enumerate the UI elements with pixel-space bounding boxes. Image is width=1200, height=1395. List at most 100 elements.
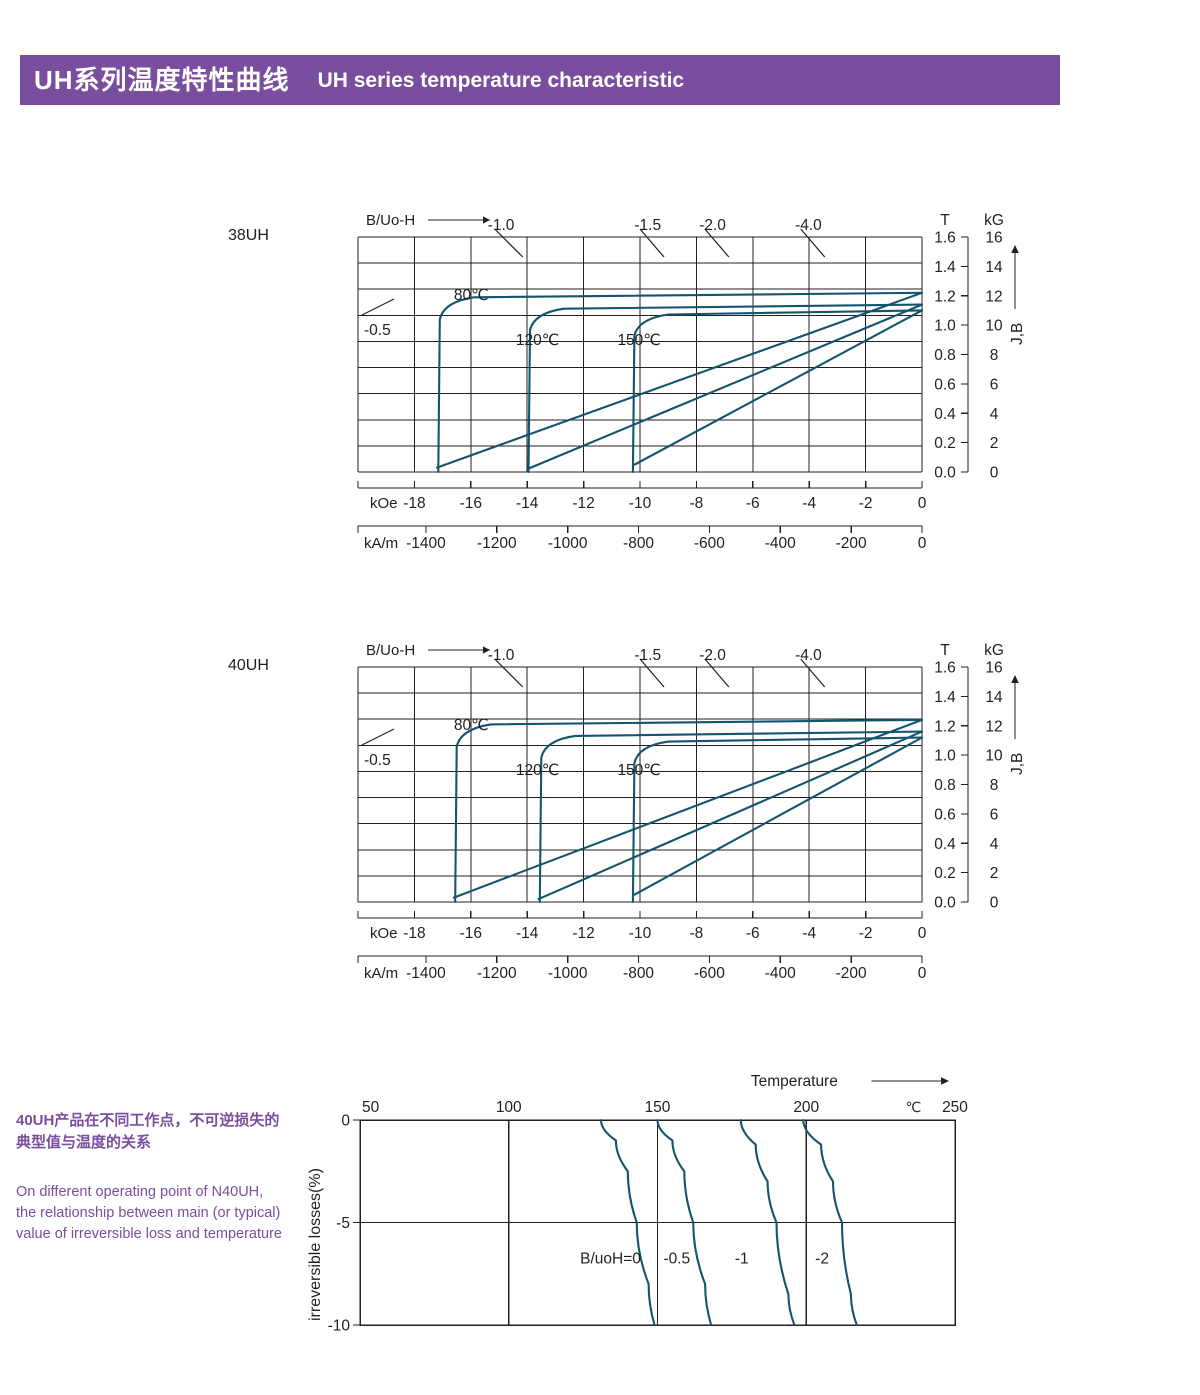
irreversible-loss-block: 40UH产品在不同工作点，不可逆损失的典型值与温度的关系 On differen… xyxy=(0,1060,1200,1390)
y-axis-unit-kG: kG xyxy=(984,642,1004,659)
y-tick-kG: 10 xyxy=(985,318,1003,335)
y-tick-kG: 14 xyxy=(985,689,1003,706)
x-tick-kOe: -12 xyxy=(572,925,594,942)
x-tick-kOe: -2 xyxy=(859,925,873,942)
permeance-leader xyxy=(704,658,730,688)
x-tick-kOe: -18 xyxy=(403,495,425,512)
y-tick-T: 0.2 xyxy=(934,435,956,452)
x-tick-kAm: -600 xyxy=(694,535,725,552)
curve-b-120B xyxy=(526,303,924,471)
x-tick-kAm: 0 xyxy=(918,535,927,552)
curve-group xyxy=(435,291,924,474)
curve-b-80B xyxy=(435,291,924,469)
y-axis-unit-kG: kG xyxy=(984,212,1004,229)
curve-j-120J xyxy=(527,303,924,474)
y-tick-kG: 0 xyxy=(990,465,999,482)
y-axis-title: irreversible losses(%) xyxy=(307,1168,324,1321)
x-tick-kOe: -6 xyxy=(746,925,760,942)
y-tick-kG: 2 xyxy=(990,865,999,882)
x-tick-kAm: -1400 xyxy=(406,965,446,982)
x-axis-arrowhead xyxy=(941,1077,950,1085)
permeance-leader-05 xyxy=(361,728,395,746)
permeance-leader-05 xyxy=(361,298,395,316)
page-header-bar: UH系列温度特性曲线 UH series temperature charact… xyxy=(20,55,1060,105)
y-tick-kG: 8 xyxy=(990,347,999,364)
curve-j-80J xyxy=(454,718,924,904)
y-tick-T: 0.4 xyxy=(934,836,956,853)
x-tick-kOe: -6 xyxy=(746,495,760,512)
temperature-label-120: 120℃ xyxy=(516,332,559,349)
permeance-leader xyxy=(800,658,826,688)
curve-j-80J xyxy=(437,291,924,474)
y-tick-label: -10 xyxy=(328,1318,351,1335)
x-tick-kOe: -16 xyxy=(460,925,482,942)
permeance-label: -1.0 xyxy=(488,647,515,664)
x-tick-label: 250 xyxy=(942,1099,968,1116)
curve-j-150J xyxy=(631,309,924,474)
curve-b-80B xyxy=(452,718,924,899)
permeance-label: -2.0 xyxy=(699,647,726,664)
x-tick-kOe: 0 xyxy=(918,925,927,942)
x-tick-kOe: -8 xyxy=(690,925,704,942)
x-tick-kOe: -10 xyxy=(629,495,652,512)
y-axis-arrow-label: J,B xyxy=(1009,323,1026,345)
y-tick-T: 0.6 xyxy=(934,806,956,823)
x-tick-label: 50 xyxy=(362,1099,380,1116)
y-tick-T: 0.8 xyxy=(934,347,956,364)
permeance-leader xyxy=(704,228,730,258)
permeance-label: -0.5 xyxy=(364,322,391,339)
x-tick-kAm: -800 xyxy=(623,965,654,982)
y-axis-arrow-label: J,B xyxy=(1009,753,1026,775)
curve-group xyxy=(599,1118,858,1327)
y-tick-kG: 4 xyxy=(990,836,999,853)
y-tick-T: 0.4 xyxy=(934,406,956,423)
y-tick-kG: 6 xyxy=(990,806,999,823)
corner-label-b-uo-h: B/Uo-H xyxy=(366,212,415,229)
y-tick-kG: 2 xyxy=(990,435,999,452)
permeance-label: -2.0 xyxy=(699,217,726,234)
y-tick-kG: 16 xyxy=(985,230,1002,247)
y-tick-T: 0.2 xyxy=(934,865,956,882)
permeance-leader xyxy=(494,658,524,688)
x-tick-kAm: -1200 xyxy=(477,965,517,982)
page-title-en: UH series temperature characteristic xyxy=(317,68,685,92)
permeance-leader xyxy=(639,658,665,688)
y-tick-kG: 12 xyxy=(985,288,1002,305)
temperature-label-120: 120℃ xyxy=(516,762,559,779)
y-tick-T: 0.8 xyxy=(934,777,956,794)
x-tick-kOe: -4 xyxy=(802,925,816,942)
loss-curve-0 xyxy=(599,1118,656,1327)
x-tick-kAm: -1000 xyxy=(548,965,588,982)
x-axis-unit-kAm: kA/m xyxy=(364,965,398,982)
series-label-0: B/uoH=0 xyxy=(580,1251,641,1268)
corner-label-b-uo-h: B/Uo-H xyxy=(366,642,415,659)
x-tick-kOe: -10 xyxy=(629,925,652,942)
x-tick-kAm: -400 xyxy=(765,535,796,552)
x-tick-kAm: 0 xyxy=(918,965,927,982)
permeance-label: -1.5 xyxy=(634,647,661,664)
plot-grid xyxy=(357,236,923,473)
x-tick-label: 200 xyxy=(793,1099,819,1116)
corner-label-arrowhead xyxy=(483,646,490,654)
corner-label-arrowhead xyxy=(483,216,490,224)
y-tick-kG: 14 xyxy=(985,259,1003,276)
loss-curve-2 xyxy=(739,1118,796,1327)
x-tick-kOe: -16 xyxy=(460,495,482,512)
curve-b-150B xyxy=(633,736,924,896)
x-axis-unit-kOe: kOe xyxy=(370,925,398,942)
chart-grade-label-38uh: 38UH xyxy=(228,227,269,244)
series-label-2: -1 xyxy=(735,1251,749,1268)
x-tick-kAm: -800 xyxy=(623,535,654,552)
chart-block-38uh: 38UH B/Uo-H -1.0 -1.5 -2.0 -4.0 -0.5 80℃ 120℃ 15… xyxy=(0,195,1060,555)
x-tick-kOe: 0 xyxy=(918,495,927,512)
permeance-leader xyxy=(494,228,524,258)
x-tick-kOe: -14 xyxy=(516,925,539,942)
temperature-label-80: 80℃ xyxy=(454,717,489,734)
y-tick-kG: 8 xyxy=(990,777,999,794)
jb-axis-arrowhead xyxy=(1011,675,1019,683)
x-tick-label: 100 xyxy=(496,1099,522,1116)
y-tick-label: -5 xyxy=(336,1215,350,1232)
permeance-leader xyxy=(800,228,826,258)
x-tick-kOe: -8 xyxy=(690,495,704,512)
y-axis-unit-T: T xyxy=(940,212,950,229)
